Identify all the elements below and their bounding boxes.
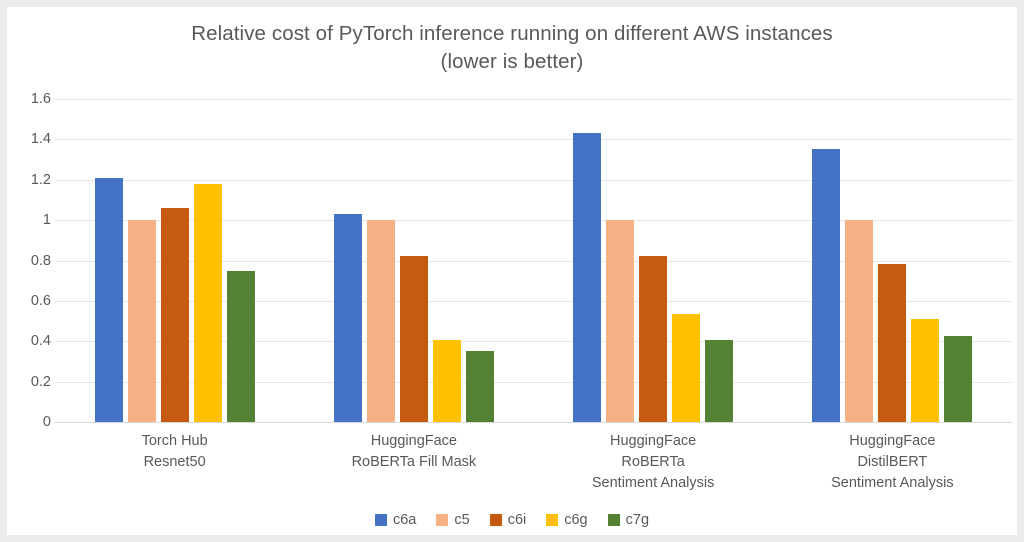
legend-swatch-icon <box>607 514 620 526</box>
category-label-line: RoBERTa Fill Mask <box>351 454 477 470</box>
bar-group <box>534 99 773 422</box>
legend-swatch-icon <box>546 514 559 526</box>
category-label-line: Sentiment Analysis <box>831 475 954 491</box>
category-label-line: DistilBERT <box>857 454 928 470</box>
bar-c6i[interactable] <box>878 263 907 422</box>
gridline <box>55 139 1012 141</box>
bar-c6i[interactable] <box>399 256 428 422</box>
bar-group <box>773 99 1012 422</box>
legend-item-c6g[interactable]: c6g <box>546 512 588 528</box>
gridline <box>55 341 1012 343</box>
bar-c5[interactable] <box>366 220 395 422</box>
y-axis-tick-label: 0.4 <box>30 333 51 350</box>
y-axis-tick-label: 1.2 <box>30 171 51 188</box>
category-label: HuggingFace RoBERTa Sentiment Analysis <box>534 431 773 494</box>
legend-swatch-icon <box>489 514 502 526</box>
bar-c6i[interactable] <box>639 256 668 422</box>
bar-c6i[interactable] <box>160 208 189 422</box>
gridline <box>55 220 1012 222</box>
bar-c6g[interactable] <box>432 340 461 422</box>
legend-item-c7g[interactable]: c7g <box>607 512 650 528</box>
legend-swatch-icon <box>436 514 449 526</box>
y-axis-tick-label: 0.8 <box>30 252 51 269</box>
bar-group <box>294 99 533 422</box>
y-axis-tick-label: 0.6 <box>30 292 51 309</box>
legend-label: c7g <box>625 512 650 528</box>
y-axis: 0 0.2 0.4 0.6 0.8 1 1.2 1.4 1.6 <box>7 91 51 430</box>
y-axis-tick-label: 1.4 <box>30 131 51 148</box>
bar-c7g[interactable] <box>944 336 973 422</box>
y-axis-tick-label: 1 <box>42 212 51 229</box>
category-label: Torch Hub Resnet50 <box>55 431 294 473</box>
bar-c6a[interactable] <box>94 177 123 422</box>
chart-title-line-2: (lower is better) <box>440 50 584 73</box>
bar-c5[interactable] <box>127 220 156 422</box>
bar-c5[interactable] <box>606 220 635 422</box>
category-label-line: HuggingFace <box>610 433 697 449</box>
plot-area <box>55 99 1012 423</box>
bar-c6a[interactable] <box>812 149 841 422</box>
x-axis-category-labels: Torch Hub Resnet50 HuggingFace RoBERTa Fill… <box>55 431 1012 503</box>
legend-item-c5[interactable]: c5 <box>436 512 470 528</box>
x-axis-line <box>55 422 1012 423</box>
category-label-line: RoBERTa <box>621 454 685 470</box>
category-label: HuggingFace RoBERTa Fill Mask <box>294 431 533 473</box>
bar-c5[interactable] <box>845 220 874 422</box>
bar-group <box>55 99 294 422</box>
gridline <box>55 260 1012 262</box>
bar-c7g[interactable] <box>705 340 734 422</box>
legend-label: c6a <box>392 512 417 528</box>
bar-c7g[interactable] <box>465 351 494 422</box>
legend-swatch-icon <box>374 514 387 526</box>
category-label-line: Torch Hub <box>141 433 208 449</box>
gridline <box>55 99 1012 100</box>
category-label-line: Resnet50 <box>143 454 206 470</box>
category-label-line: HuggingFace <box>849 433 936 449</box>
gridline <box>55 300 1012 302</box>
chart-title-line-1: Relative cost of PyTorch inference runni… <box>191 22 833 45</box>
legend-label: c6g <box>564 512 588 528</box>
category-label-line: HuggingFace <box>370 433 457 449</box>
category-label: HuggingFace DistilBERT Sentiment Analysis <box>773 431 1012 494</box>
chart-title: Relative cost of PyTorch inference runni… <box>7 20 1017 76</box>
gridline <box>55 179 1012 181</box>
y-axis-tick-label: 1.6 <box>30 91 51 107</box>
legend-label: c6i <box>507 512 527 528</box>
bar-c6a[interactable] <box>573 133 602 422</box>
bar-c6g[interactable] <box>911 319 940 422</box>
legend-item-c6i[interactable]: c6i <box>489 512 527 528</box>
legend-item-c6a[interactable]: c6a <box>374 512 417 528</box>
legend-label: c5 <box>454 512 470 528</box>
chart-legend: c6a c5 c6i c6g c7g <box>7 512 1017 528</box>
category-label-line: Sentiment Analysis <box>591 475 715 491</box>
y-axis-tick-label: 0.2 <box>30 373 51 390</box>
gridline <box>55 381 1012 383</box>
bar-c6a[interactable] <box>333 214 362 422</box>
bar-c7g[interactable] <box>226 270 255 422</box>
y-axis-tick-label: 0 <box>42 414 51 430</box>
bar-c6g[interactable] <box>193 183 222 422</box>
bar-c6g[interactable] <box>672 314 701 422</box>
